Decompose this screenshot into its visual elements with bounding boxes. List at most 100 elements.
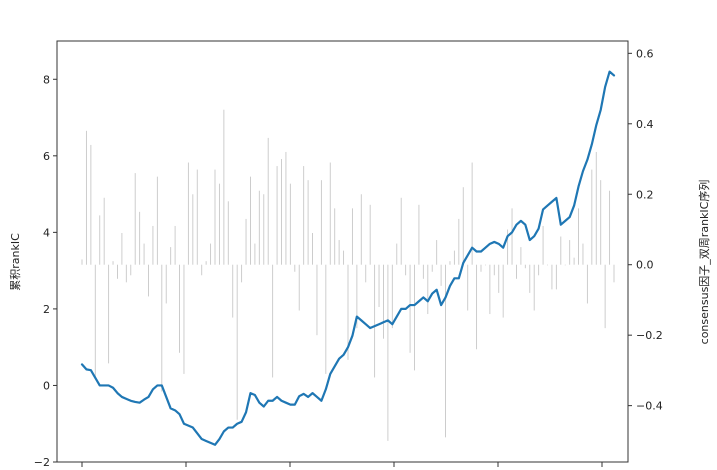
ic-bar xyxy=(480,264,482,272)
line-series xyxy=(80,70,616,446)
ic-bar xyxy=(227,201,229,265)
ic-bar xyxy=(298,264,300,311)
ic-bar xyxy=(223,109,225,265)
ic-bar xyxy=(325,264,327,374)
ic-bar xyxy=(294,264,296,272)
left-axis: −2 0 2 4 6 8 xyxy=(34,73,57,469)
ic-bar xyxy=(609,190,611,265)
ic-bar xyxy=(174,225,176,265)
ic-bar xyxy=(502,264,504,318)
right-tick-label: 0.2 xyxy=(636,188,654,201)
ic-bar xyxy=(289,183,291,265)
ic-bar xyxy=(498,264,500,293)
ic-bar xyxy=(595,151,597,265)
left-tick-label: 6 xyxy=(43,150,50,163)
ic-bar xyxy=(121,233,123,265)
ic-bar xyxy=(347,264,349,360)
ic-bar xyxy=(467,264,469,311)
ic-bar xyxy=(378,264,380,307)
ic-bar xyxy=(604,264,606,329)
ic-bar xyxy=(489,264,491,315)
ic-bar xyxy=(484,264,486,266)
ic-bar xyxy=(440,264,442,286)
ic-bar xyxy=(453,250,455,265)
ic-bar xyxy=(143,243,145,265)
ic-bar xyxy=(507,229,509,265)
ic-bar xyxy=(533,264,535,311)
ic-bar xyxy=(431,264,433,272)
ic-bar xyxy=(281,159,282,265)
ic-bar xyxy=(542,225,544,265)
ic-bar xyxy=(263,194,265,265)
ic-bar xyxy=(422,264,424,279)
ic-bar xyxy=(538,264,540,276)
ic-bar xyxy=(400,197,402,265)
ic-bar xyxy=(578,208,579,265)
ic-bar xyxy=(445,264,446,438)
ic-bar xyxy=(232,264,234,318)
ic-bar xyxy=(343,250,345,265)
ic-bar xyxy=(582,243,584,265)
ic-bar xyxy=(183,264,185,374)
ic-bar xyxy=(201,264,203,276)
ic-bar xyxy=(418,204,420,265)
ic-bar xyxy=(245,218,247,265)
ic-bar xyxy=(405,264,407,276)
ic-bar xyxy=(471,162,473,265)
ic-bar xyxy=(285,151,287,265)
ic-bar xyxy=(458,218,460,265)
left-axis-label: 累积rankIC xyxy=(9,233,22,291)
ic-bar xyxy=(356,264,358,329)
ic-bar xyxy=(139,211,141,265)
ic-bar xyxy=(210,243,212,265)
ic-bar xyxy=(586,264,588,304)
ic-bar xyxy=(369,204,371,265)
ic-bar xyxy=(564,264,566,266)
ic-bar xyxy=(409,264,411,353)
ic-bar xyxy=(161,264,163,392)
ic-bar xyxy=(551,264,553,290)
ic-bar xyxy=(218,183,220,265)
ic-bar xyxy=(591,169,593,265)
ic-bar xyxy=(236,264,238,420)
ic-bar xyxy=(383,264,384,339)
ic-bar xyxy=(613,264,615,283)
right-tick-label: 0.4 xyxy=(636,118,654,131)
bar-series xyxy=(81,109,615,441)
ic-bar xyxy=(179,264,180,353)
ic-bar xyxy=(152,225,154,265)
ic-bar xyxy=(516,264,517,279)
ic-bar xyxy=(365,264,367,283)
ic-bar xyxy=(391,264,393,329)
ic-bar xyxy=(156,176,158,265)
ic-bar xyxy=(573,257,575,265)
ic-bar xyxy=(312,233,313,265)
ic-bar xyxy=(547,264,548,266)
ic-bar xyxy=(108,264,110,364)
ic-bar xyxy=(130,264,132,276)
cumulative-rankic-line xyxy=(80,70,616,446)
ic-bar xyxy=(258,190,260,265)
ic-bar xyxy=(529,264,531,293)
right-axis-label: consensus因子_双周rankIC序列 xyxy=(697,180,711,345)
left-tick-label: −2 xyxy=(34,456,50,469)
ic-bar xyxy=(254,243,256,265)
ic-bar xyxy=(125,264,127,283)
ic-bar xyxy=(374,264,376,378)
ic-bar xyxy=(329,162,331,265)
right-tick-label: 0.0 xyxy=(636,259,654,272)
ic-bar xyxy=(103,197,105,265)
ic-bar xyxy=(320,180,322,265)
bottom-axis xyxy=(81,462,603,467)
ic-bar xyxy=(569,240,571,265)
plot-frame xyxy=(56,40,629,463)
ic-bar xyxy=(85,130,87,265)
ic-bar xyxy=(267,137,269,265)
ic-bar xyxy=(524,264,526,269)
right-tick-label: −0.4 xyxy=(636,400,663,413)
ic-bar xyxy=(414,264,415,371)
ic-bar xyxy=(272,264,274,378)
ic-bar xyxy=(90,144,92,265)
ic-bar xyxy=(81,259,83,265)
